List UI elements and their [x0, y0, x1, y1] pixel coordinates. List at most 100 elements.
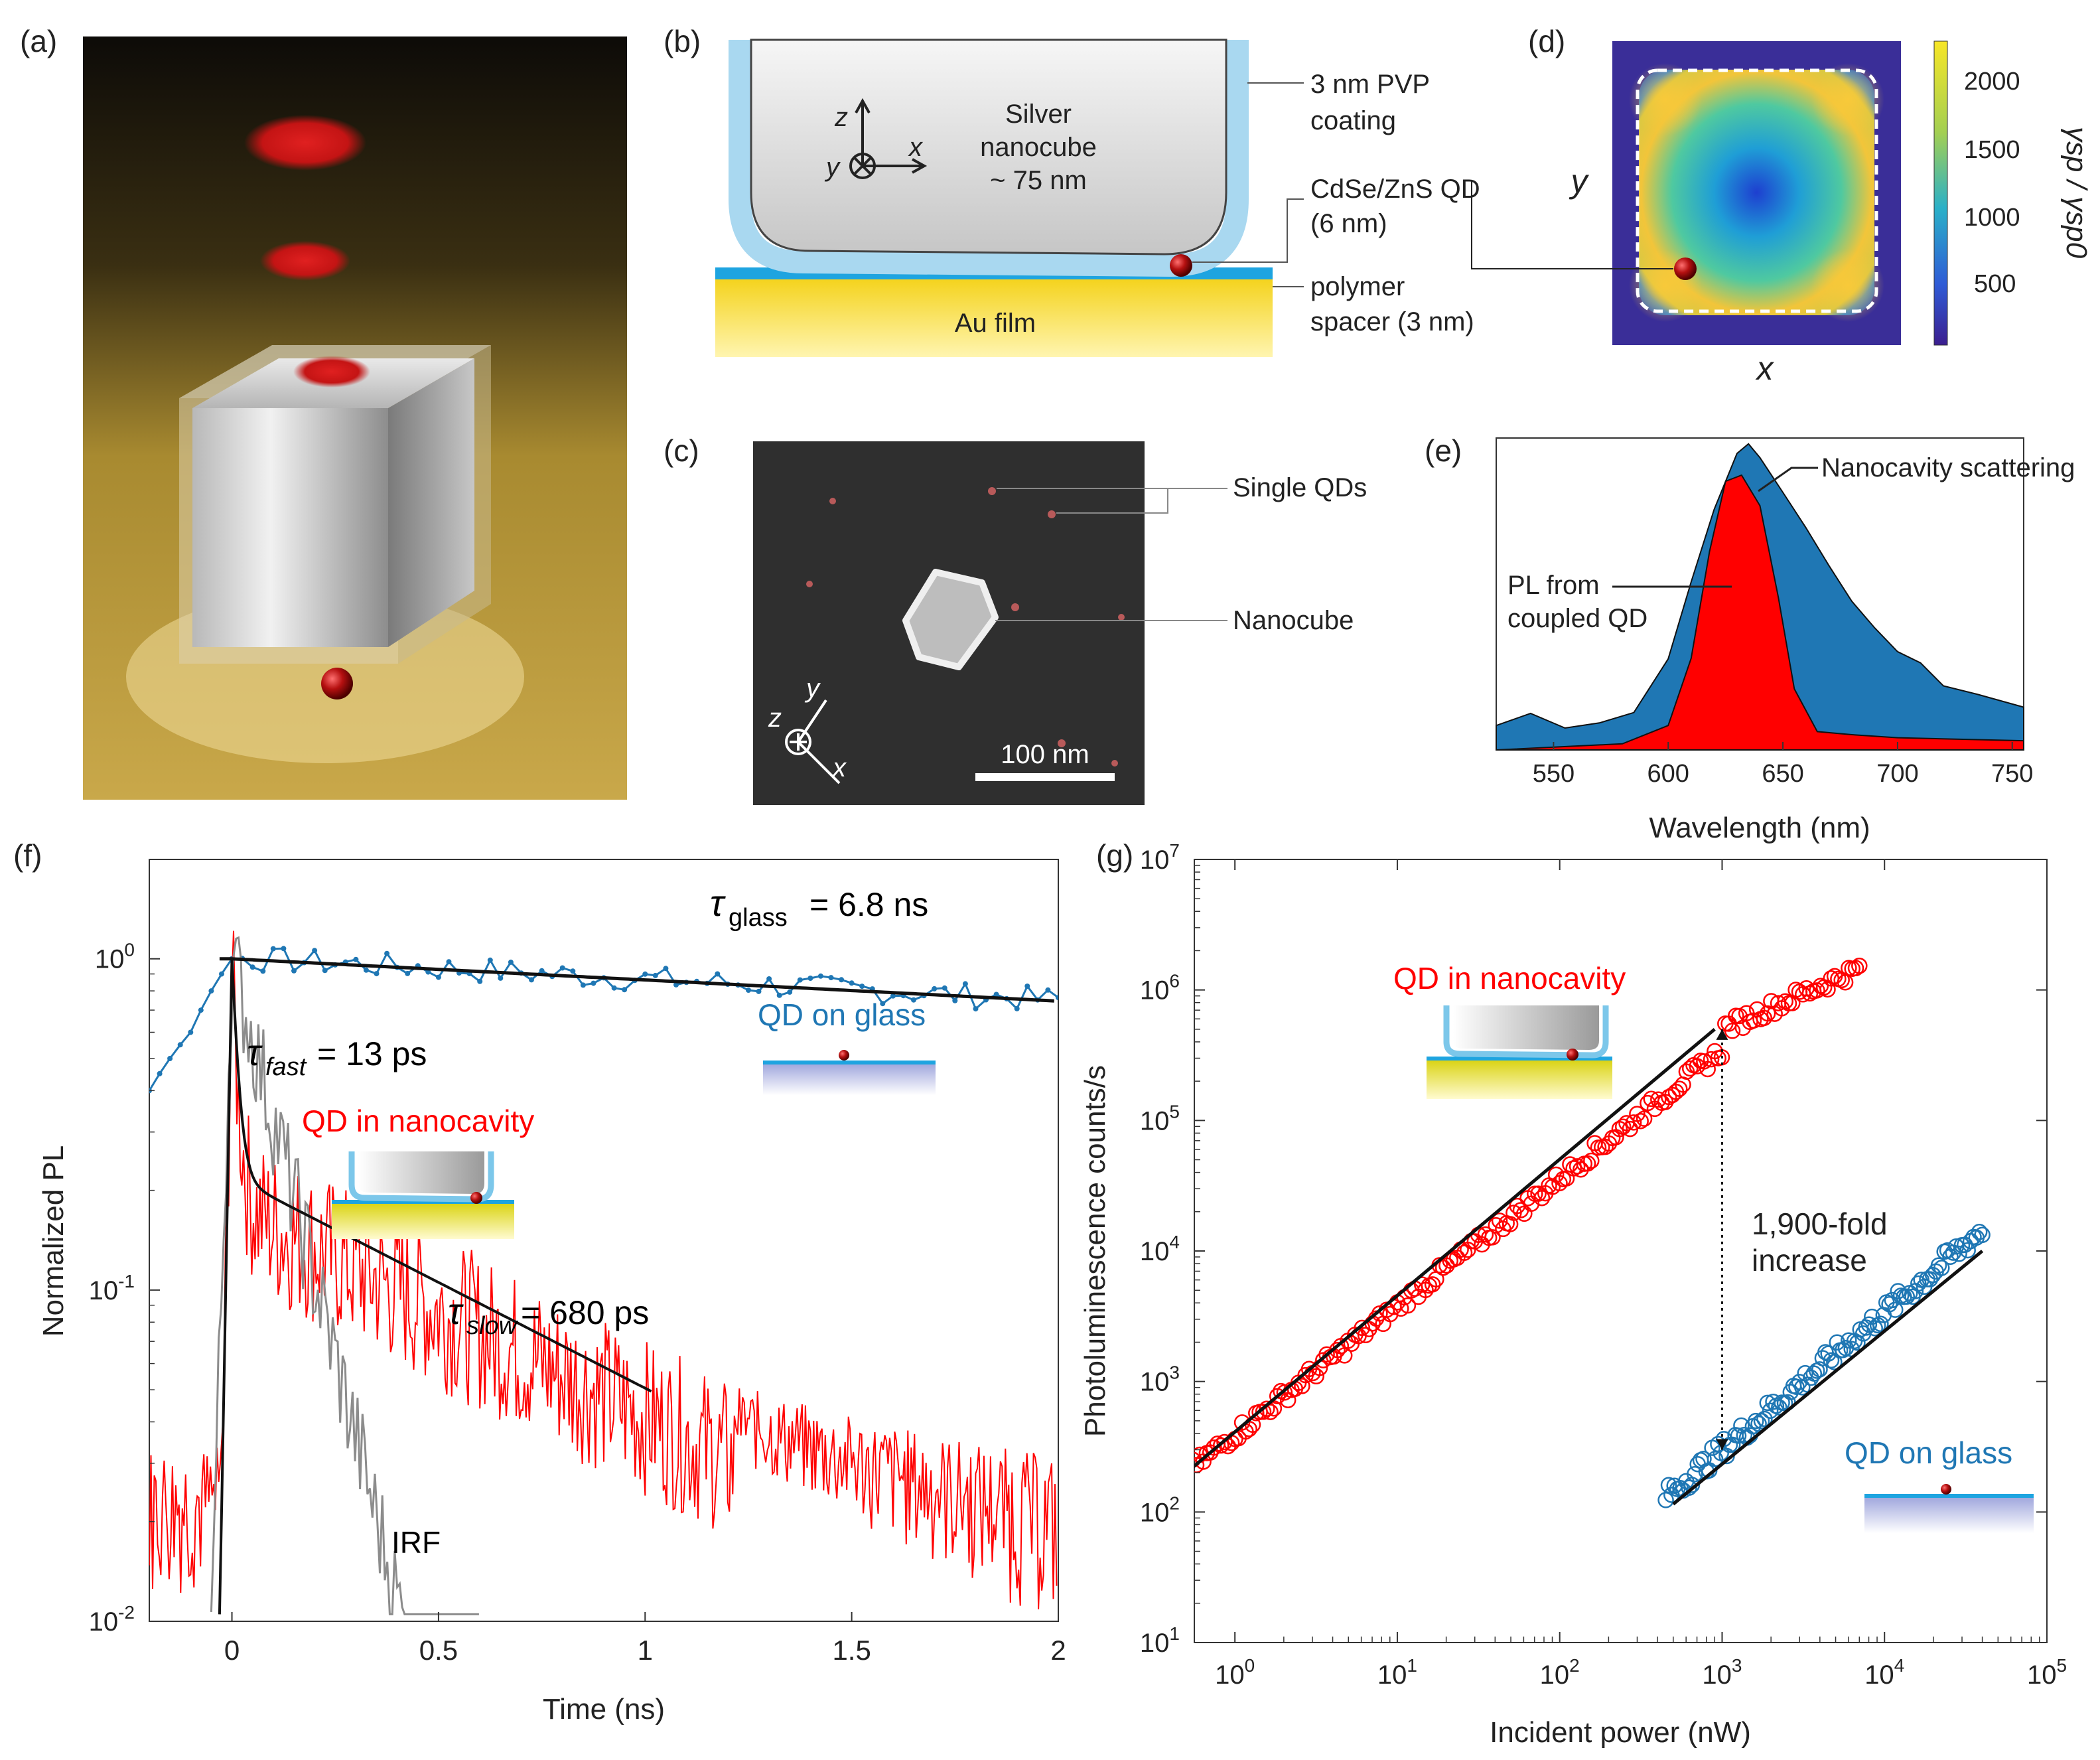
glass-trace-point — [797, 977, 803, 983]
cavity-point — [1801, 985, 1819, 1002]
tau-slow-value: = 680 ps — [521, 1294, 649, 1331]
y-tick-label-g: 105 — [1140, 1101, 1180, 1136]
glass-trace-point — [198, 1007, 204, 1013]
glass-trace-point — [539, 968, 545, 974]
sem-nanocube — [902, 569, 999, 670]
cavity-point — [1262, 1404, 1279, 1420]
cube-front-face — [192, 408, 388, 647]
glass-trace-point — [807, 976, 813, 981]
qd-label-1: CdSe/ZnS QD — [1310, 175, 1480, 204]
panel-label-f: (f) — [13, 838, 42, 873]
au-film — [715, 277, 1273, 357]
pl-annotation-2: coupled QD — [1507, 604, 1647, 633]
cavity-point — [1491, 1212, 1508, 1229]
glass-point — [1748, 1412, 1764, 1430]
x-tick-label-e: 750 — [1991, 760, 2033, 788]
enhancement-map-core — [1639, 70, 1874, 315]
glass-trace-point — [849, 980, 855, 986]
glass-point — [1724, 1436, 1741, 1453]
glass-trace-point — [487, 957, 493, 963]
y-tick-label-g: 101 — [1140, 1623, 1180, 1658]
glass-trace-point — [622, 987, 628, 993]
glass-trace-point — [508, 959, 514, 965]
scatter-annotation-1: Nanocavity scattering — [1821, 453, 2075, 482]
glass-inset-g — [1864, 1497, 2034, 1533]
glass-trace-point — [952, 997, 958, 1003]
colorbar-tick: 500 — [1974, 270, 2016, 298]
coating-label-1: 3 nm PVP — [1310, 70, 1430, 99]
cavity-point — [1699, 1061, 1716, 1078]
fit-line-1 — [1672, 1250, 1984, 1506]
cavity-point — [1569, 1158, 1586, 1175]
panel-f-ticks: 0 0.5 1 1.5 2 10-2 10-1 100 — [89, 940, 1066, 1666]
cavity-point — [1502, 1216, 1519, 1232]
x-tick-label-e: 650 — [1762, 760, 1803, 788]
colorbar — [1933, 40, 1948, 346]
glass-trace-point — [880, 1001, 886, 1007]
pl-annotation-1: PL from — [1507, 571, 1600, 600]
tau-fast-value: = 13 ps — [317, 1035, 427, 1072]
glass-inset-f-qd — [839, 1050, 849, 1061]
cavity-point — [1614, 1118, 1632, 1136]
y-tick-label-f: 100 — [95, 940, 135, 974]
x-tick-label-g: 104 — [1864, 1655, 1904, 1690]
single-qds-label: Single QDs — [1233, 473, 1367, 502]
x-axis-label-e: Wavelength (nm) — [1649, 812, 1870, 844]
glass-point — [1933, 1260, 1950, 1276]
cavity-point — [1565, 1160, 1582, 1177]
x-tick-label-f: 2 — [1050, 1635, 1066, 1666]
glass-point — [1657, 1492, 1674, 1508]
x-tick-label-f: 0.5 — [419, 1635, 458, 1666]
colorbar-tick: 1000 — [1964, 204, 2020, 232]
panel-label-e: (e) — [1425, 433, 1462, 468]
glass-trace-point — [425, 969, 431, 975]
cavity-point — [1671, 1080, 1688, 1097]
glass-trace-point — [973, 1006, 979, 1012]
glass-trace-point — [962, 981, 968, 987]
glass-point — [1841, 1332, 1857, 1349]
panel-g: (g) 100 101 102 103 104 105 101 102 103 104 105 106… — [1079, 838, 2067, 1749]
cavity-point — [1255, 1404, 1272, 1420]
glass-trace-point — [993, 991, 999, 997]
glass-trace-point — [1014, 1005, 1020, 1011]
cavity-point — [1636, 1110, 1653, 1127]
glass-point — [1811, 1361, 1828, 1378]
glass-point — [1930, 1257, 1947, 1274]
glass-trace-point — [312, 948, 318, 954]
cube-side-face — [388, 358, 474, 647]
nanocube-illustration — [179, 345, 491, 699]
glass-trace-point — [188, 1029, 194, 1035]
qd-leader — [1192, 198, 1304, 263]
glass-trace-point — [384, 950, 390, 956]
panel-f: (f) 0 0.5 1 1.5 2 10-2 10-1 100 Time (ns) Norma… — [13, 838, 1066, 1725]
cavity-point — [1456, 1244, 1473, 1261]
glass-point — [1835, 1341, 1851, 1358]
glass-trace-point — [529, 977, 534, 983]
panel-label-g: (g) — [1096, 838, 1133, 873]
au-label: Au film — [955, 309, 1036, 338]
glass-trace-point — [559, 965, 565, 971]
x-tick-label-e: 700 — [1876, 760, 1918, 788]
tau-slow-symbol: τ — [448, 1290, 464, 1332]
x-tick-label-g: 102 — [1540, 1655, 1580, 1690]
x-axis-label-g: Incident power (nW) — [1490, 1716, 1751, 1749]
glass-trace-point — [611, 985, 617, 991]
cavity-point — [1777, 993, 1793, 1010]
y-axis-label-f: Normalized PL — [37, 1145, 70, 1337]
cavity-point — [1851, 958, 1868, 974]
scalebar — [975, 773, 1115, 781]
cavity-point — [1819, 981, 1836, 998]
glass-trace-point — [1045, 987, 1051, 993]
panel-a: (a) — [20, 24, 627, 800]
cavity-point — [1399, 1297, 1417, 1314]
glass-inset-g-top — [1864, 1494, 2034, 1498]
glass-point — [1660, 1477, 1677, 1494]
glass-trace-point — [498, 975, 504, 981]
x-tick-label-g: 105 — [2027, 1655, 2067, 1690]
glass-trace-point — [911, 997, 916, 1003]
glass-inset-g-qd — [1941, 1484, 1951, 1495]
tau-fast-symbol: τ — [247, 1031, 263, 1073]
axes-glyph-b — [849, 98, 928, 179]
glass-trace-point — [715, 971, 721, 977]
